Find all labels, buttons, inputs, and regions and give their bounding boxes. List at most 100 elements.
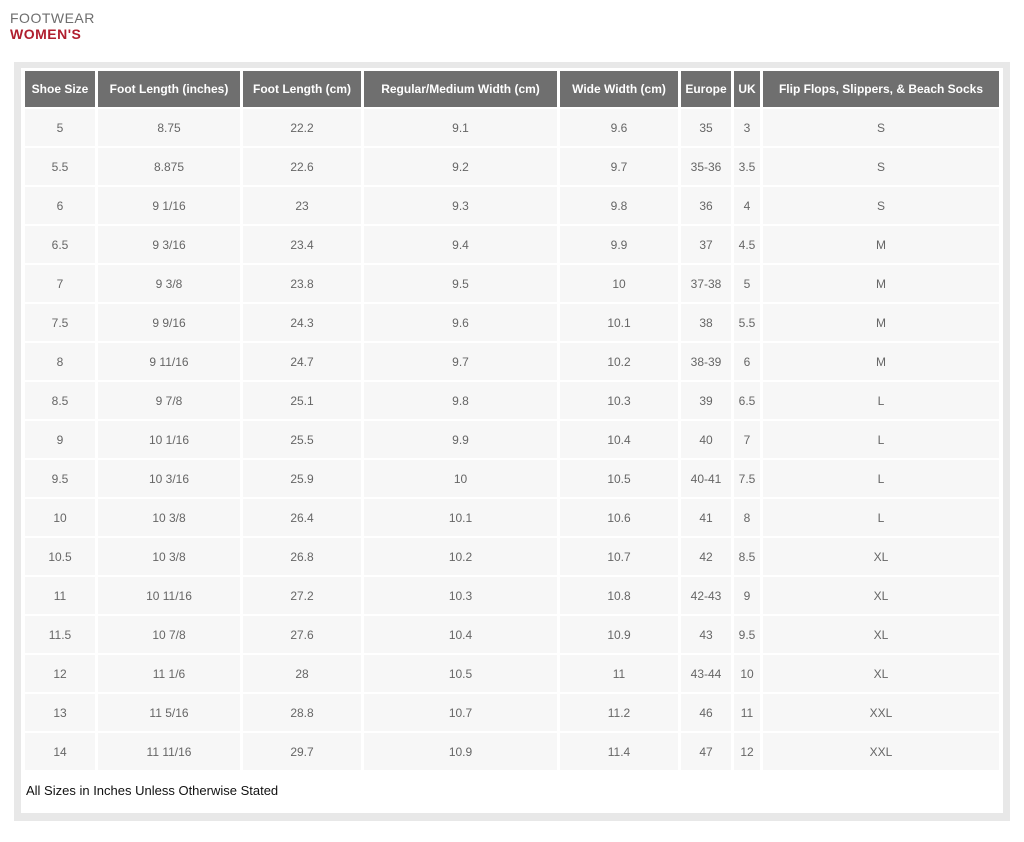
table-cell: 10: [364, 460, 557, 498]
table-cell: 11 11/16: [98, 733, 240, 771]
table-cell: 9.5: [364, 265, 557, 303]
table-cell: 23: [243, 187, 361, 225]
table-row: 7.5 9 9/16 24.3 9.6 10.1 38 5.5 M: [25, 304, 999, 342]
table-cell: 35-36: [681, 148, 731, 186]
table-cell: 25.9: [243, 460, 361, 498]
table-cell: 42: [681, 538, 731, 576]
table-cell: 10 3/8: [98, 499, 240, 537]
table-cell: 9.8: [364, 382, 557, 420]
table-cell: 4.5: [734, 226, 760, 264]
table-cell: 10.2: [364, 538, 557, 576]
table-cell: 7.5: [734, 460, 760, 498]
table-cell: M: [763, 343, 999, 381]
table-cell: 11: [25, 577, 95, 615]
table-cell: 6.5: [734, 382, 760, 420]
table-cell: 46: [681, 694, 731, 732]
table-cell: 8.75: [98, 109, 240, 147]
table-cell: 4: [734, 187, 760, 225]
table-cell: 22.6: [243, 148, 361, 186]
table-row: 9.5 10 3/16 25.9 10 10.5 40-41 7.5 L: [25, 460, 999, 498]
table-cell: 10.9: [560, 616, 678, 654]
table-cell: 6: [734, 343, 760, 381]
column-header: Regular/Medium Width (cm): [364, 71, 557, 108]
table-cell: 39: [681, 382, 731, 420]
table-cell: M: [763, 304, 999, 342]
table-cell: 23.4: [243, 226, 361, 264]
column-header: Flip Flops, Slippers, & Beach Socks: [763, 71, 999, 108]
table-cell: 9.6: [364, 304, 557, 342]
table-cell: 38: [681, 304, 731, 342]
table-cell: 41: [681, 499, 731, 537]
column-header: Shoe Size: [25, 71, 95, 108]
table-cell: 11.5: [25, 616, 95, 654]
table-cell: 35: [681, 109, 731, 147]
table-cell: XL: [763, 655, 999, 693]
table-row: 12 11 1/6 28 10.5 11 43-44 10 XL: [25, 655, 999, 693]
table-cell: 27.6: [243, 616, 361, 654]
table-cell: 10: [25, 499, 95, 537]
table-cell: 23.8: [243, 265, 361, 303]
table-row: 14 11 11/16 29.7 10.9 11.4 47 12 XXL: [25, 733, 999, 771]
table-cell: 9.5: [25, 460, 95, 498]
table-cell: 8.5: [25, 382, 95, 420]
table-cell: 40: [681, 421, 731, 459]
table-cell: 43: [681, 616, 731, 654]
table-cell: 9 3/8: [98, 265, 240, 303]
table-cell: XL: [763, 616, 999, 654]
table-cell: XXL: [763, 694, 999, 732]
table-cell: 9.7: [560, 148, 678, 186]
table-header-row: Shoe Size Foot Length (inches) Foot Length…: [25, 71, 999, 108]
table-cell: S: [763, 187, 999, 225]
table-cell: 6.5: [25, 226, 95, 264]
table-cell: 12: [25, 655, 95, 693]
table-cell: 25.5: [243, 421, 361, 459]
table-cell: 36: [681, 187, 731, 225]
table-cell: M: [763, 265, 999, 303]
table-cell: 9.1: [364, 109, 557, 147]
column-header: UK: [734, 71, 760, 108]
table-cell: 11 1/6: [98, 655, 240, 693]
table-row: 10.5 10 3/8 26.8 10.2 10.7 42 8.5 XL: [25, 538, 999, 576]
table-row: 9 10 1/16 25.5 9.9 10.4 40 7 L: [25, 421, 999, 459]
table-cell: XL: [763, 538, 999, 576]
table-cell: 8: [25, 343, 95, 381]
table-cell: 5.5: [734, 304, 760, 342]
table-cell: 10.4: [560, 421, 678, 459]
table-cell: 37-38: [681, 265, 731, 303]
table-cell: L: [763, 499, 999, 537]
size-units-footnote: All Sizes in Inches Unless Otherwise Sta…: [22, 772, 1002, 814]
table-cell: 11.4: [560, 733, 678, 771]
table-cell: 28: [243, 655, 361, 693]
table-cell: 11: [560, 655, 678, 693]
table-cell: 10.8: [560, 577, 678, 615]
table-cell: 7: [734, 421, 760, 459]
table-row: 5 8.75 22.2 9.1 9.6 35 3 S: [25, 109, 999, 147]
table-cell: 10.5: [364, 655, 557, 693]
table-cell: 10.4: [364, 616, 557, 654]
table-cell: 9 9/16: [98, 304, 240, 342]
table-cell: 10.9: [364, 733, 557, 771]
table-cell: 10.3: [560, 382, 678, 420]
table-cell: 22.2: [243, 109, 361, 147]
table-cell: 10: [734, 655, 760, 693]
table-cell: 10 3/16: [98, 460, 240, 498]
table-cell: 42-43: [681, 577, 731, 615]
table-row: 13 11 5/16 28.8 10.7 11.2 46 11 XXL: [25, 694, 999, 732]
table-cell: 9.2: [364, 148, 557, 186]
table-cell: XL: [763, 577, 999, 615]
table-cell: L: [763, 421, 999, 459]
table-cell: 8: [734, 499, 760, 537]
table-cell: 9 1/16: [98, 187, 240, 225]
table-cell: L: [763, 460, 999, 498]
table-cell: 40-41: [681, 460, 731, 498]
table-cell: 3.5: [734, 148, 760, 186]
column-header: Foot Length (inches): [98, 71, 240, 108]
table-cell: 9 11/16: [98, 343, 240, 381]
table-cell: 10.5: [560, 460, 678, 498]
table-cell: 13: [25, 694, 95, 732]
table-cell: 24.3: [243, 304, 361, 342]
table-cell: 9: [734, 577, 760, 615]
